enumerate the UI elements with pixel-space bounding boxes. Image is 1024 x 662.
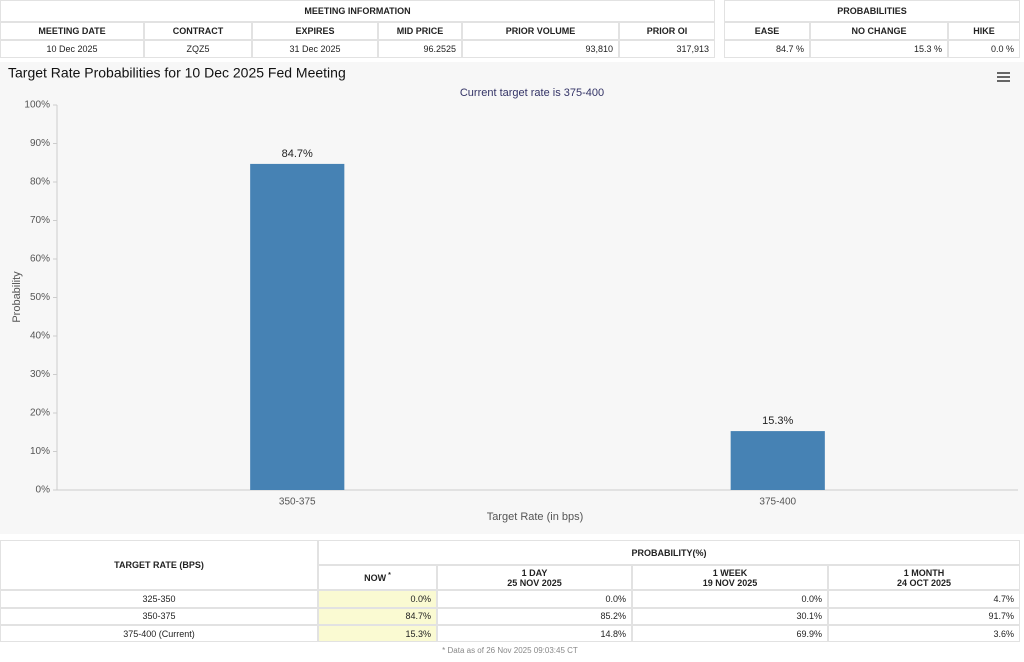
column-header: EXPIRES [252,22,378,40]
column-date-line: 25 NOV 2025 [507,578,562,588]
footnote: * Data as of 26 Nov 2025 09:03:45 CT [442,646,578,655]
column-header: MEETING DATE [0,22,144,40]
table-title: PROBABILITIES [724,0,1020,22]
chart-title: Target Rate Probabilities for 10 Dec 202… [8,65,346,81]
y-tick-label: 100% [24,100,50,111]
table-cell: 0.0% [437,590,632,608]
table-title: MEETING INFORMATION [0,0,715,22]
column-label-line: NOW * [364,572,391,583]
table-cell: 15.3% [318,625,437,642]
x-tick-label: 375-400 [759,497,796,508]
column-header: NO CHANGE [810,22,948,40]
column-header: MID PRICE [378,22,462,40]
table-cell: 317,913 [619,40,715,58]
y-tick-label: 50% [30,292,50,303]
column-date-line: 19 NOV 2025 [703,578,758,588]
table-cell: 15.3 % [810,40,948,58]
y-tick-label: 10% [30,446,50,457]
y-tick-label: 40% [30,331,50,342]
table-cell: 10 Dec 2025 [0,40,144,58]
y-axis-label: Probability [11,271,23,323]
table-cell: 84.7 % [724,40,810,58]
table-cell: 85.2% [437,607,632,625]
row-header: TARGET RATE (BPS) [0,540,318,590]
column-header: 1 DAY 25 NOV 2025 [437,565,632,590]
group-header: PROBABILITY(%) [318,540,1020,565]
data-label: 15.3% [762,415,793,427]
row-label: 350-375 [0,607,318,625]
column-header: NOW * [318,565,437,590]
table-cell: ZQZ5 [144,40,252,58]
table-cell: 69.9% [632,625,828,642]
table-cell: 0.0 % [948,40,1020,58]
y-tick-label: 60% [30,254,50,265]
table-cell: 0.0% [318,590,437,608]
table-cell: 3.6% [828,625,1020,642]
column-label: 1 WEEK [712,567,748,578]
row-label: 375-400 (Current) [0,625,318,642]
y-tick-label: 90% [30,138,50,149]
column-header: PRIOR OI [619,22,715,40]
table-cell: 93,810 [462,40,619,58]
menu-button[interactable] [995,70,1013,86]
column-date: 24 OCT 2025 [896,577,952,588]
column-header: EASE [724,22,810,40]
column-header: 1 MONTH 24 OCT 2025 [828,565,1020,590]
column-label: 1 DAY [521,567,548,578]
column-date: 25 NOV 2025 [507,577,562,588]
table-cell: 14.8% [437,625,632,642]
column-date-line: 24 OCT 2025 [897,578,951,588]
y-tick-label: 0% [36,485,51,496]
column-header: CONTRACT [144,22,252,40]
column-label: NOW [364,573,387,583]
table-cell: 96.2525 [378,40,462,58]
bar [250,163,345,490]
column-label-line: 1 DAY [522,568,548,578]
table-cell: 4.7% [828,590,1020,608]
row-label: 325-350 [0,590,318,608]
y-tick-label: 80% [30,177,50,188]
x-axis-label: Target Rate (in bps) [487,511,584,523]
table-cell: 84.7% [318,607,437,625]
column-header: 1 WEEK 19 NOV 2025 [632,565,828,590]
table-cell: 30.1% [632,607,828,625]
x-tick-label: 350-375 [279,497,316,508]
bar [730,431,825,490]
table-cell: 31 Dec 2025 [252,40,378,58]
column-label: 1 MONTH [903,567,945,578]
chart-subtitle: Current target rate is 375-400 [460,87,604,99]
table-cell: 0.0% [632,590,828,608]
y-tick-label: 70% [30,215,50,226]
y-tick-label: 30% [30,369,50,380]
data-label: 84.7% [282,148,313,160]
chart-background [0,62,1024,534]
y-tick-label: 20% [30,408,50,419]
table-cell: 91.7% [828,607,1020,625]
column-label-line: 1 WEEK [713,568,748,578]
column-label-line: 1 MONTH [904,568,945,578]
column-header: PRIOR VOLUME [462,22,619,40]
column-note: * [388,572,391,579]
chart: Target Rate Probabilities for 10 Dec 202… [0,62,1024,534]
column-header: HIKE [948,22,1020,40]
column-date: 19 NOV 2025 [702,577,758,588]
